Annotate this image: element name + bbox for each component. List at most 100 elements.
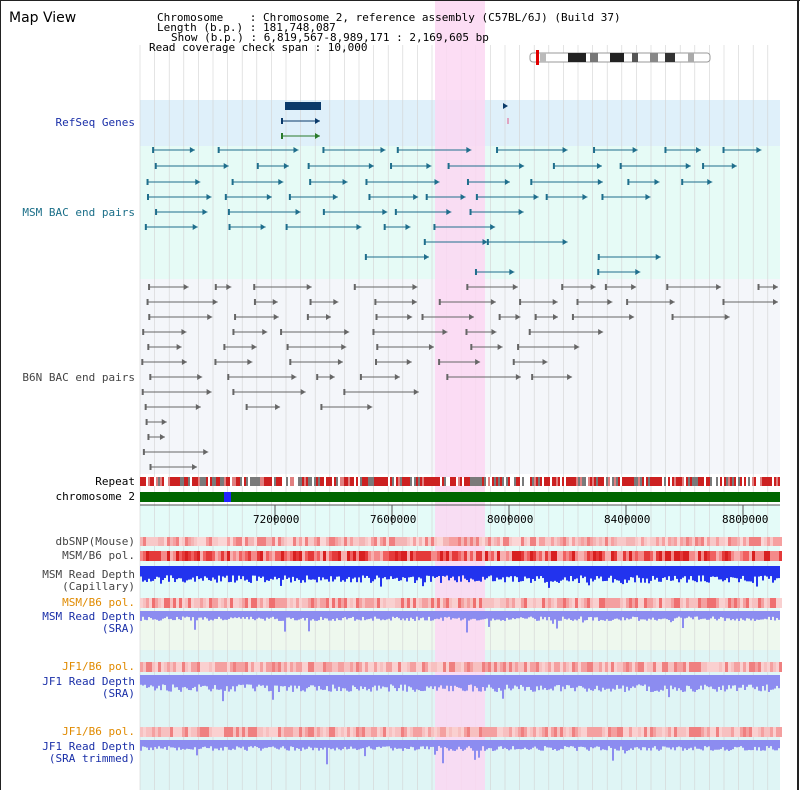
- jf1-b6-pol-trimmed-heat: [599, 727, 602, 737]
- repeat-segment: [308, 477, 310, 486]
- msm-depth-capillary-bar: [220, 566, 222, 582]
- dbsnp-heat: [296, 537, 299, 546]
- jf1-depth-trimmed-bar: [224, 740, 226, 747]
- msm-depth-sra-bar: [278, 611, 280, 621]
- msm-depth-sra-bar: [412, 611, 414, 620]
- b6n-bac-pair-arrow: [669, 299, 675, 305]
- jf1-b6-pol-heat: [491, 662, 494, 672]
- track-label-refseq-genes[interactable]: RefSeq Genes: [55, 116, 135, 129]
- msm-depth-sra-bar: [716, 611, 718, 621]
- jf1-depth-trimmed-bar: [698, 740, 700, 749]
- repeat-segment: [644, 477, 646, 486]
- jf1-b6-pol-heat: [164, 662, 167, 672]
- jf1-depth-trimmed-bar: [734, 740, 736, 747]
- msm-depth-sra-bar: [442, 611, 444, 621]
- jf1-depth-trimmed-bar: [410, 740, 412, 747]
- msm-bac-pair-end: [597, 254, 600, 260]
- jf1-depth-sra-bar: [570, 675, 572, 689]
- msm-b6-pol-heat: [587, 551, 590, 561]
- jf1-depth-trimmed-bar: [592, 740, 594, 749]
- jf1-b6-pol-heat: [659, 662, 662, 672]
- jf1-b6-pol-heat: [521, 662, 524, 672]
- jf1-depth-sra-bar: [670, 675, 672, 686]
- repeat-segment: [314, 477, 316, 486]
- track-label-msm-b6-pol-sra[interactable]: MSM/B6 pol.: [62, 596, 135, 609]
- msm-depth-capillary-bar-spike: [622, 566, 624, 585]
- ideogram-band: [590, 53, 598, 62]
- jf1-b6-pol-trimmed-heat: [731, 727, 734, 737]
- msm-b6-pol-heat: [467, 551, 470, 561]
- dbsnp-heat: [770, 537, 773, 546]
- msm-depth-capillary-bar: [572, 566, 574, 582]
- msm-b6-pol-heat: [503, 551, 506, 561]
- track-label-jf1-b6-pol-trimmed[interactable]: JF1/B6 pol.: [62, 725, 135, 738]
- dbsnp-heat: [227, 537, 230, 546]
- track-label-msm-b6-pol[interactable]: MSM/B6 pol.: [62, 549, 135, 562]
- msm-depth-sra-bar: [204, 611, 206, 618]
- jf1-b6-pol-heat: [248, 662, 251, 672]
- msm-depth-capillary-bar: [186, 566, 188, 581]
- jf1-depth-trimmed-bar: [532, 740, 534, 748]
- msm-depth-capillary-bar: [336, 566, 338, 577]
- track-label-dbsnp[interactable]: dbSNP(Mouse): [55, 535, 135, 548]
- repeat-segment: [772, 477, 774, 486]
- msm-depth-capillary-bar: [344, 566, 346, 582]
- jf1-b6-pol-heat: [296, 662, 299, 672]
- jf1-depth-trimmed-bar: [666, 740, 668, 748]
- jf1-depth-trimmed-bar: [438, 740, 440, 747]
- msm-bac-pair-arrow: [562, 147, 568, 153]
- b6n-bac-pair-arrow: [367, 404, 373, 410]
- jf1-depth-trimmed-bar: [746, 740, 748, 751]
- axis-tick-label: 7200000: [253, 513, 300, 526]
- track-label-msm-bac[interactable]: MSM BAC end pairs: [22, 206, 135, 219]
- dbsnp-heat: [635, 537, 638, 546]
- msm-b6-pol-sra-heat: [467, 598, 470, 608]
- msm-b6-pol-heat: [452, 551, 455, 561]
- msm-b6-pol-sra-heat: [566, 598, 569, 608]
- repeat-segment: [462, 477, 464, 486]
- jf1-b6-pol-trimmed-heat: [494, 727, 497, 737]
- jf1-b6-pol-heat: [524, 662, 527, 672]
- msm-depth-capillary-bar: [716, 566, 718, 577]
- dbsnp-heat: [617, 537, 620, 546]
- jf1-depth-sra-bar: [696, 675, 698, 690]
- track-label-msm-depth-capillary[interactable]: MSM Read Depth (Capillary): [42, 568, 135, 593]
- repeat-segment: [246, 477, 248, 486]
- jf1-b6-pol-heat: [182, 662, 185, 672]
- jf1-depth-trimmed-bar: [402, 740, 404, 751]
- repeat-segment: [358, 477, 360, 486]
- track-label-jf1-depth-sra[interactable]: JF1 Read Depth (SRA): [42, 675, 135, 700]
- dbsnp-heat: [584, 537, 587, 546]
- msm-b6-pol-heat: [476, 551, 479, 561]
- jf1-depth-sra-bar: [154, 675, 156, 691]
- jf1-depth-sra-bar: [400, 675, 402, 685]
- msm-depth-sra-bar: [540, 611, 542, 617]
- repeat-segment: [168, 477, 170, 486]
- jf1-b6-pol-trimmed-heat: [512, 727, 515, 737]
- repeat-segment: [594, 477, 596, 486]
- msm-depth-sra-bar: [178, 611, 180, 620]
- jf1-b6-pol-trimmed-heat: [743, 727, 746, 737]
- msm-depth-sra-bar: [748, 611, 750, 619]
- dbsnp-heat: [476, 537, 479, 546]
- jf1-depth-trimmed-bar: [528, 740, 530, 750]
- ideogram-band: [650, 53, 658, 62]
- jf1-depth-trimmed-bar: [412, 740, 414, 748]
- jf1-depth-trimmed-bar: [144, 740, 146, 747]
- dbsnp-heat: [239, 537, 242, 546]
- jf1-depth-trimmed-bar: [590, 740, 592, 748]
- track-label-jf1-depth-trimmed[interactable]: JF1 Read Depth (SRA trimmed): [42, 740, 135, 765]
- msm-depth-capillary-bar: [264, 566, 266, 583]
- track-label-jf1-b6-pol[interactable]: JF1/B6 pol.: [62, 660, 135, 673]
- msm-depth-capillary-bar: [272, 566, 274, 580]
- repeat-segment: [282, 477, 284, 486]
- msm-b6-pol-heat: [263, 551, 266, 561]
- jf1-depth-sra-bar: [360, 675, 362, 687]
- b6n-bac-pair-end: [531, 374, 534, 380]
- track-label-b6n-bac[interactable]: B6N BAC end pairs: [22, 371, 135, 384]
- msm-depth-sra-bar: [436, 611, 438, 619]
- track-label-msm-depth-sra[interactable]: MSM Read Depth (SRA): [42, 610, 135, 635]
- msm-depth-capillary-bar: [418, 566, 420, 578]
- jf1-depth-trimmed-bar: [352, 740, 354, 749]
